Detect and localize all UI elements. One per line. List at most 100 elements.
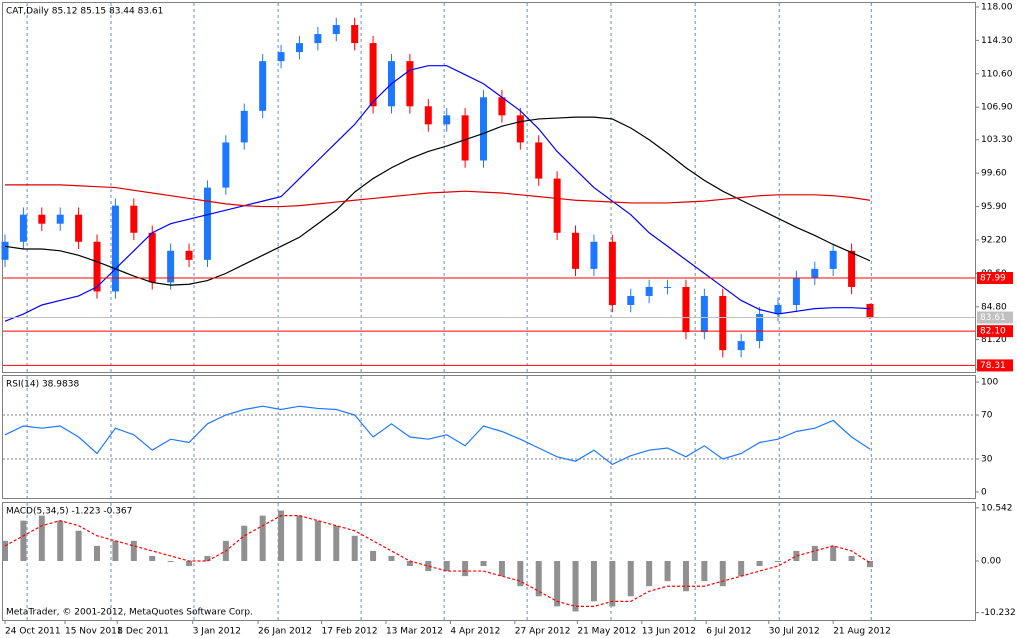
candle-body	[792, 277, 800, 305]
histogram-bar	[314, 520, 321, 561]
price-label: 87.99	[980, 273, 1006, 283]
indicator-line	[4, 116, 871, 286]
y-tick-label: 70	[981, 411, 993, 421]
price-label: 83.61	[980, 313, 1006, 323]
histogram-bar	[480, 561, 487, 567]
y-tick-label: 106.90	[981, 103, 1013, 113]
histogram-bar	[590, 561, 597, 602]
histogram-bar	[351, 535, 358, 561]
candle-body	[848, 250, 856, 287]
candle-body	[590, 241, 598, 269]
histogram-bar	[646, 561, 653, 587]
candle-body	[424, 106, 432, 125]
candle-body	[369, 43, 377, 107]
candle-body	[1, 241, 9, 260]
indicator-line	[5, 184, 871, 208]
histogram-bar	[20, 520, 27, 561]
candle-body	[240, 110, 248, 143]
histogram-bar	[848, 555, 855, 561]
x-tick-label: 24 Oct 2011	[5, 627, 61, 637]
histogram-bar	[278, 510, 285, 561]
price-label-box	[977, 325, 1013, 338]
price-label-box	[977, 271, 1013, 284]
candle-body	[148, 232, 156, 283]
indicator-line	[4, 405, 871, 466]
candle-body	[259, 61, 267, 111]
x-tick-label: 27 Apr 2012	[515, 627, 571, 637]
y-tick-label: -10.232	[981, 608, 1016, 618]
y-tick-label: 81.20	[981, 335, 1007, 345]
price-label: 78.31	[980, 361, 1006, 371]
histogram-bar	[241, 525, 248, 561]
histogram-bar	[167, 561, 174, 562]
histogram-bar	[296, 515, 303, 561]
histogram-bar	[462, 561, 469, 577]
histogram-bar	[554, 561, 561, 607]
price-label-box	[977, 359, 1013, 372]
candle-body	[295, 43, 303, 53]
candle-body	[56, 214, 64, 224]
histogram-bar	[811, 545, 818, 561]
histogram-bar	[38, 515, 45, 561]
x-tick-label: 21 May 2012	[577, 627, 636, 637]
x-tick-label: 21 Aug 2012	[833, 627, 891, 637]
histogram-bar	[517, 561, 524, 587]
histogram-bar	[186, 561, 193, 567]
candle-body	[332, 25, 340, 35]
y-tick-label: 103.30	[981, 135, 1013, 145]
x-tick-label: 3 Jan 2012	[193, 627, 241, 637]
candle-body	[130, 205, 138, 233]
histogram-bar	[204, 555, 211, 561]
histogram-bar	[498, 561, 505, 577]
candle-body	[811, 268, 819, 278]
histogram-bar	[57, 520, 64, 561]
candle-body	[222, 142, 230, 188]
candle-body	[461, 115, 469, 161]
y-tick-label: 114.30	[981, 36, 1013, 46]
histogram-bar	[627, 561, 634, 597]
copyright: MetaTrader, © 2001-2012, MetaQuotes Soft…	[6, 608, 253, 618]
y-tick-label: 118.00	[981, 2, 1013, 12]
y-tick-label: 92.20	[981, 235, 1007, 245]
candle-body	[719, 295, 727, 351]
histogram-bar	[572, 561, 579, 612]
histogram-bar	[756, 561, 763, 567]
x-tick-label: 17 Feb 2012	[322, 627, 378, 637]
histogram-bar	[333, 525, 340, 561]
candle-body	[756, 314, 764, 342]
candle-body	[19, 214, 27, 242]
panel-title: MACD(5,34,5) -1.223 -0.367	[6, 507, 132, 517]
y-tick-label: 30	[981, 454, 993, 464]
histogram-bar	[406, 561, 413, 567]
candle-body	[38, 214, 46, 224]
histogram-bar	[738, 561, 745, 577]
histogram-bar	[2, 540, 8, 561]
histogram-bar	[664, 561, 671, 582]
candle-body	[314, 34, 322, 44]
candle-body	[829, 250, 837, 269]
candle-body	[608, 241, 616, 305]
candle-body	[627, 295, 635, 305]
y-tick-label: 99.60	[981, 169, 1007, 179]
histogram-bar	[388, 555, 395, 561]
histogram-bar	[130, 540, 137, 561]
candle-body	[516, 115, 524, 143]
candle-body	[535, 142, 543, 179]
x-tick-label: 13 Mar 2012	[386, 627, 443, 637]
histogram-bar	[609, 561, 616, 607]
price-label: 82.10	[980, 327, 1006, 337]
y-tick-label: 110.60	[981, 69, 1013, 79]
candle-body	[111, 205, 119, 292]
x-tick-label: 13 Jun 2012	[642, 627, 696, 637]
x-tick-label: 6 Jul 2012	[706, 627, 751, 637]
candle-body	[93, 241, 101, 292]
histogram-bar	[701, 561, 708, 582]
histogram-bar	[793, 550, 800, 561]
y-tick-label: 0.00	[981, 557, 1001, 567]
histogram-bar	[94, 545, 101, 561]
panel-title: CAT,Daily 85.12 85.15 83.44 83.61	[6, 7, 163, 17]
price-label-box	[977, 311, 1013, 324]
y-tick-label: 100	[981, 378, 998, 388]
candle-body	[682, 286, 690, 333]
